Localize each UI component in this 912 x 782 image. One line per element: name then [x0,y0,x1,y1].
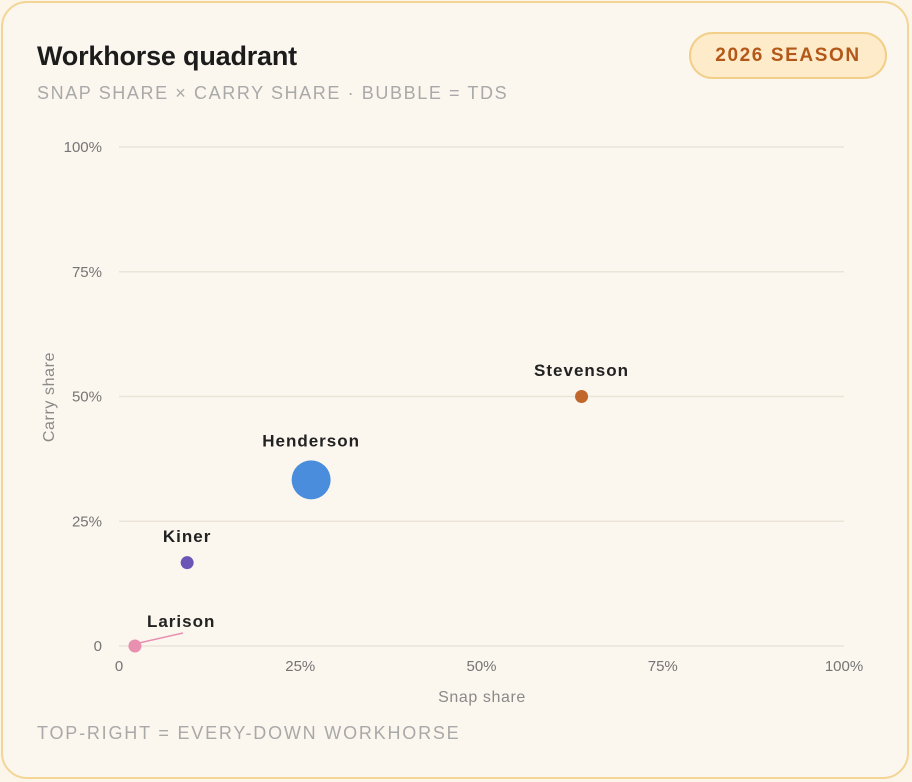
chart-title: Workhorse quadrant [37,41,297,71]
season-badge[interactable]: 2026 SEASON [689,32,887,79]
y-tick-label: 75% [72,264,102,281]
x-tick-label: 25% [285,658,315,675]
point-henderson[interactable] [291,460,331,500]
point-larison[interactable] [128,639,142,653]
x-tick-label: 75% [648,658,678,675]
x-axis-label: Snap share [438,689,526,706]
data-points [128,390,589,653]
point-stevenson[interactable] [575,390,589,403]
chart-subtitle: SNAP SHARE × CARRY SHARE · BUBBLE = TDS [37,83,509,103]
grid-lines [119,146,844,647]
y-tick-label: 0 [94,638,102,655]
label-leader-line [138,632,184,644]
y-axis-label: Carry share [41,352,58,442]
point-labels: Henderson Stevenson Kiner Larison [138,361,629,644]
quadrant-footnote: TOP-RIGHT = EVERY-DOWN WORKHORSE [37,723,461,743]
point-label-kiner: Kiner [163,527,211,546]
x-tick-label: 50% [466,658,496,675]
x-tick-label: 100% [825,658,863,675]
x-axis-ticks: 0 25% 50% 75% 100% [115,658,863,675]
y-tick-label: 25% [72,513,102,530]
point-label-stevenson: Stevenson [534,361,629,380]
y-tick-label: 100% [64,139,102,156]
y-axis-ticks: 0 25% 50% 75% 100% [64,139,102,655]
x-tick-label: 0 [115,658,123,675]
y-tick-label: 50% [72,389,102,406]
point-label-larison: Larison [147,612,215,631]
point-label-henderson: Henderson [262,431,360,450]
point-kiner[interactable] [180,556,194,570]
